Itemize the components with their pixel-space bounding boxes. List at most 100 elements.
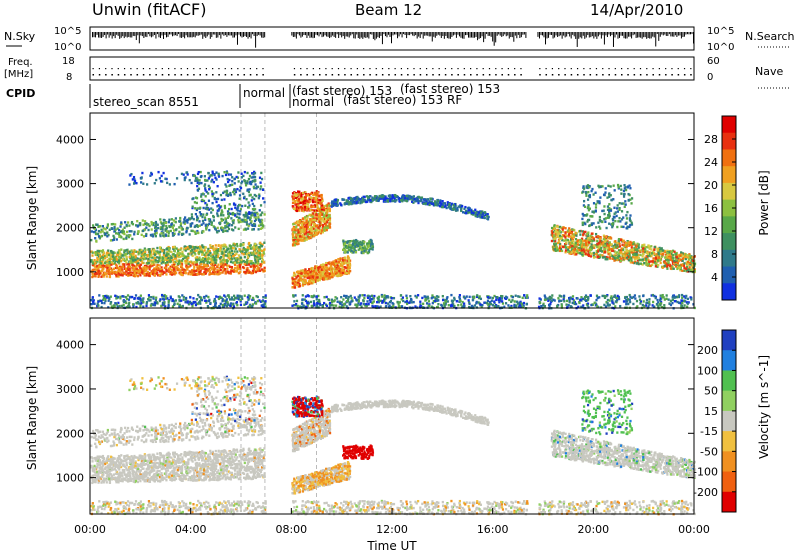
power-cell [300, 195, 303, 198]
power-cell [229, 212, 232, 215]
power-cell [212, 225, 215, 228]
power-cell [191, 222, 194, 225]
power-cell [230, 258, 234, 261]
power-cell [355, 305, 358, 309]
nave-sample [432, 68, 434, 70]
power-cell [212, 266, 216, 269]
power-cell [422, 302, 425, 305]
power-cell [112, 238, 116, 241]
power-cell [389, 195, 392, 199]
power-cell [244, 204, 247, 207]
power-cell [91, 300, 95, 303]
power-cell [405, 194, 408, 198]
power-cell [298, 193, 301, 196]
power-cell [193, 201, 196, 204]
power-cell [260, 223, 263, 226]
power-cell [311, 276, 314, 280]
power-cell [219, 260, 222, 264]
power-cell [208, 273, 211, 276]
power-cell [118, 266, 121, 270]
power-cell [467, 301, 471, 304]
power-cell [475, 302, 478, 305]
power-cell [427, 202, 430, 206]
power-cell [218, 257, 222, 260]
freq-sample [218, 74, 220, 76]
power-cell [183, 270, 186, 273]
power-cell [194, 245, 197, 249]
power-cell [227, 215, 230, 218]
power-cell [327, 207, 330, 210]
power-cell [417, 201, 420, 205]
power-cell [346, 259, 349, 263]
power-cell [643, 304, 646, 308]
power-cell [309, 196, 312, 199]
power-cell [297, 239, 300, 243]
power-cell [104, 232, 107, 236]
power-cell [229, 270, 232, 274]
power-cell [207, 253, 210, 257]
power-cell [235, 215, 238, 218]
power-cell [191, 248, 194, 252]
power-cell [173, 232, 176, 235]
power-cell [199, 300, 202, 303]
power-cell [303, 218, 307, 221]
power-cell [441, 294, 444, 298]
power-cell [667, 298, 670, 301]
power-cell [178, 303, 181, 307]
power-cell [219, 246, 222, 250]
power-cell [145, 272, 148, 276]
power-cell [239, 208, 242, 211]
power-cell [230, 212, 233, 216]
power-cell [172, 253, 175, 256]
power-cell [204, 246, 207, 249]
power-cell [328, 209, 331, 213]
power-cell [320, 193, 323, 197]
power-cell [364, 199, 367, 202]
power-cell [321, 226, 324, 230]
power-cell [151, 264, 154, 267]
power-cell [226, 271, 230, 274]
power-cell [198, 179, 201, 182]
power-cell [203, 263, 206, 266]
power-cell [191, 245, 194, 249]
power-cell [194, 249, 197, 252]
power-cell [304, 279, 307, 282]
power-cell [217, 204, 220, 207]
freq-sample [293, 74, 296, 76]
power-cell [366, 251, 369, 255]
power-cell [209, 251, 212, 255]
power-cell [321, 271, 324, 274]
power-cell [212, 180, 215, 184]
power-cell [222, 214, 225, 217]
power-cell [199, 272, 202, 275]
power-cell [200, 265, 203, 269]
power-cell [359, 245, 362, 249]
power-cell [255, 247, 258, 251]
power-cell [305, 227, 308, 231]
power-cell [133, 249, 136, 252]
power-cell [119, 297, 122, 300]
power-cell [452, 303, 455, 306]
power-cell [222, 191, 225, 195]
power-cell [443, 202, 447, 205]
freq-sample [570, 74, 573, 76]
power-cell [235, 257, 238, 260]
power-cell [187, 272, 190, 275]
power-cell [258, 257, 262, 260]
power-cell [335, 271, 338, 274]
power-cell [357, 298, 360, 301]
power-cell [192, 263, 195, 266]
power-cell [152, 256, 156, 259]
power-cell [291, 195, 294, 198]
nave-sample [218, 68, 220, 70]
power-cell [384, 196, 387, 199]
power-cell [474, 214, 477, 217]
power-cell [357, 302, 360, 305]
power-cell [330, 266, 333, 270]
power-cell [586, 298, 589, 302]
power-cell [117, 301, 120, 305]
power-cell [90, 238, 93, 242]
power-cell [355, 198, 358, 202]
power-cell [254, 270, 258, 274]
power-cell [296, 223, 299, 227]
